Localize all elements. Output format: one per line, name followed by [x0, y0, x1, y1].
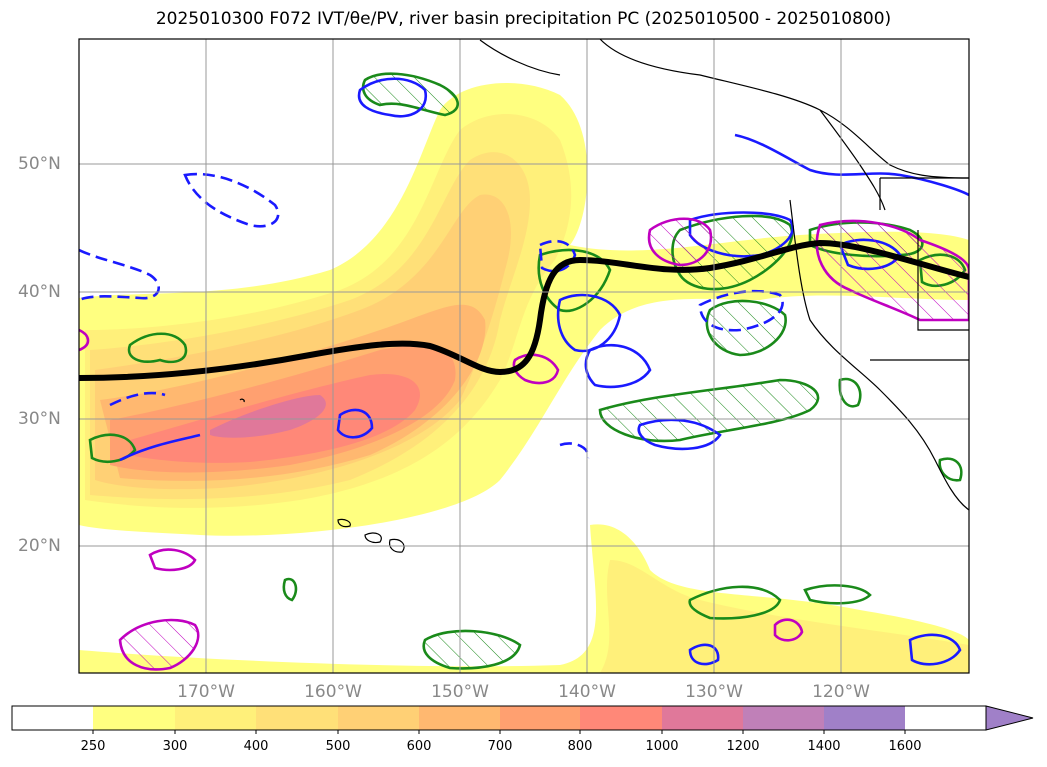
lon-label-170w: 170°W	[177, 682, 235, 702]
lon-label-140w: 140°W	[558, 682, 616, 702]
lon-label-160w: 160°W	[304, 682, 362, 702]
lon-label-130w: 130°W	[685, 682, 743, 702]
lon-label-150w: 150°W	[431, 682, 489, 702]
lat-label-20n: 20°N	[18, 536, 61, 556]
ivt-south-300	[600, 560, 969, 673]
map-frame	[78, 38, 970, 674]
colorbar-segment	[338, 706, 419, 730]
colorbar-label-300: 300	[162, 739, 188, 754]
colorbar-label-250: 250	[80, 739, 106, 754]
colorbar-segment	[12, 706, 93, 730]
colorbar-segment	[580, 706, 662, 730]
colorbar-label-800: 800	[567, 739, 593, 754]
colorbar-label-1000: 1000	[645, 739, 679, 754]
jet-line	[79, 239, 969, 381]
precip-contours	[88, 72, 967, 670]
lon-label-120w: 120°W	[812, 682, 870, 702]
colorbar	[11, 705, 1034, 734]
colorbar-segment	[93, 706, 175, 730]
ivt-shading	[79, 83, 969, 673]
lat-label-40n: 40°N	[18, 282, 61, 302]
colorbar-segment	[419, 706, 500, 730]
colorbar-label-1600: 1600	[888, 739, 922, 754]
colorbar-label-1400: 1400	[807, 739, 841, 754]
lat-label-50n: 50°N	[18, 154, 61, 174]
colorbar-segment	[175, 706, 256, 730]
colorbar-outline	[11, 705, 987, 731]
colorbar-extension	[985, 705, 1034, 731]
colorbar-label-400: 400	[243, 739, 269, 754]
ivt-1000	[210, 395, 326, 438]
colorbar-label-600: 600	[406, 739, 432, 754]
colorbar-segment	[824, 706, 905, 730]
map-area	[79, 39, 969, 673]
lat-label-30n: 30°N	[18, 409, 61, 429]
colorbar-label-500: 500	[325, 739, 351, 754]
colorbar-segment	[662, 706, 743, 730]
graticule	[79, 39, 969, 673]
colorbar-label-1200: 1200	[726, 739, 760, 754]
map-title: 2025010300 F072 IVT/θe/PV, river basin p…	[155, 9, 892, 29]
colorbar-label-700: 700	[487, 739, 513, 754]
colorbar-segment	[500, 706, 580, 730]
colorbar-segment	[743, 706, 824, 730]
coastlines	[239, 39, 969, 553]
colorbar-segment	[256, 706, 338, 730]
